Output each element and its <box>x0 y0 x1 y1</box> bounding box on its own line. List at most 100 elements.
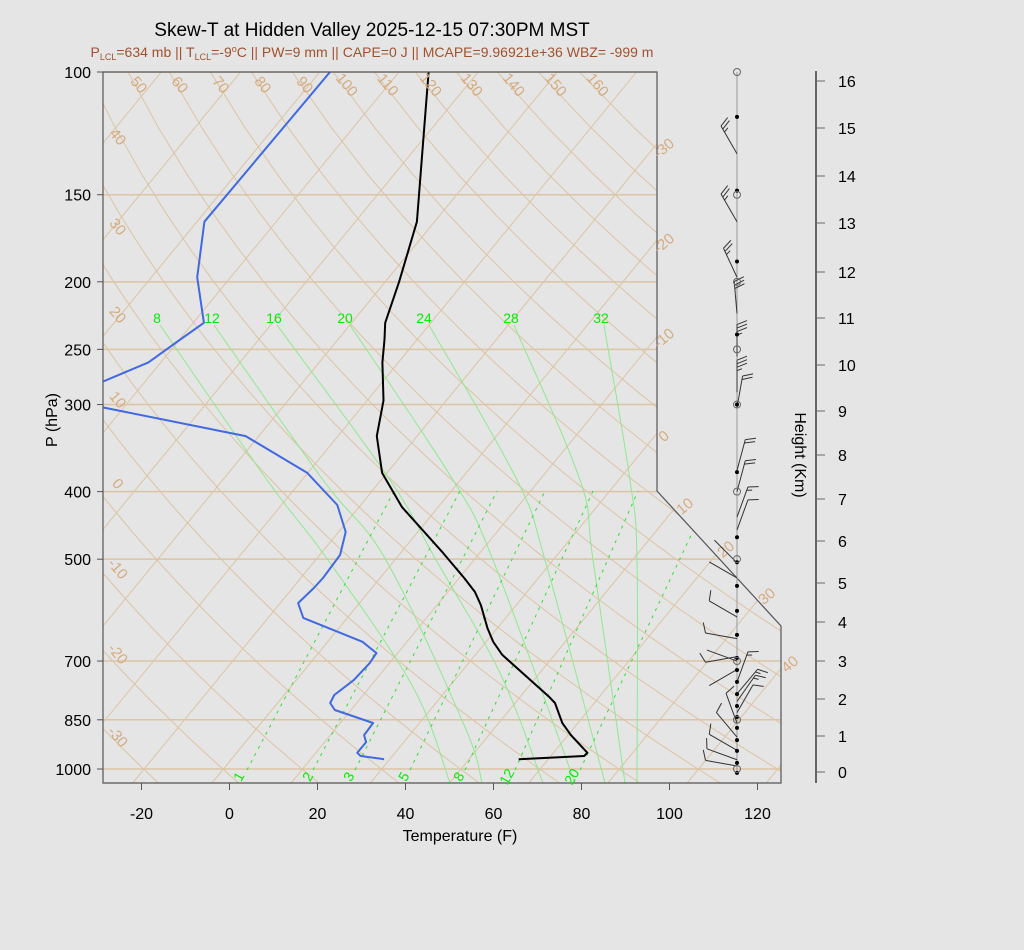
dry-adiabat-line <box>103 72 781 783</box>
mixing-ratio-label: 3 <box>340 769 358 784</box>
wind-barb-half <box>724 195 729 201</box>
plot-data <box>103 72 589 761</box>
mixing-ratio-line <box>514 490 639 771</box>
dry-adiabat-line <box>373 72 781 783</box>
wind-barb-staff <box>736 684 754 713</box>
dry-adiabat-line <box>103 72 646 783</box>
moist-adiabat-line <box>349 324 576 783</box>
height-tick-label: 3 <box>838 654 847 671</box>
wind-barb-full <box>752 684 764 687</box>
isotherm-label: 30 <box>755 585 779 609</box>
level-marker-filled <box>735 608 739 613</box>
level-marker-filled <box>735 535 739 540</box>
wind-barb-full <box>734 283 745 289</box>
dry-adiabat-label: 60 <box>168 73 192 97</box>
wind-barb-staff <box>716 712 738 738</box>
isotherm-line <box>607 72 781 783</box>
y-tick-label: 1000 <box>55 762 91 779</box>
height-tick-label: 1 <box>838 729 847 746</box>
isotherm-line <box>103 72 558 783</box>
y-tick-label: 100 <box>64 65 91 82</box>
wind-barb-staff <box>705 632 738 640</box>
y-tick-label: 400 <box>64 485 91 502</box>
dry-adiabat-label: 70 <box>209 73 233 97</box>
wind-barb-full <box>724 243 733 252</box>
plot-border <box>102 71 782 784</box>
moist-adiabat-line <box>603 324 638 783</box>
dry-adiabat-label: 20 <box>106 303 130 327</box>
moist-adiabat-line <box>159 324 451 783</box>
isotherm-label: -10 <box>650 325 678 352</box>
wind-barb-full <box>741 376 753 380</box>
dry-adiabat-line <box>103 72 244 783</box>
wind-barb-staff <box>733 281 738 314</box>
mixing-ratio-line <box>409 490 546 771</box>
temperature-profile-line <box>375 72 589 761</box>
wind-barb-staff <box>706 649 738 662</box>
chart-subtitle: PLCL=634 mb || TLCL=-9oC || PW=9 mm || C… <box>0 44 744 62</box>
height-tick-label: 14 <box>838 169 856 186</box>
dry-adiabat-line <box>250 72 781 783</box>
p-lcl-value: =634 mb || <box>116 44 187 60</box>
x-tick-label: 0 <box>225 806 234 823</box>
y-tick-label: 200 <box>64 275 91 292</box>
wind-barb-full <box>755 674 766 679</box>
y-tick-label: 850 <box>64 713 91 730</box>
y-tick-label: 300 <box>64 398 91 415</box>
height-tick-label: 2 <box>838 692 847 709</box>
y-tick-label: 250 <box>64 342 91 359</box>
moist-adiabat-label: 12 <box>204 310 220 326</box>
wind-barb-staff <box>736 486 749 518</box>
wind-barb-full <box>736 323 748 329</box>
level-marker-open <box>733 657 741 666</box>
wind-barb-staff <box>709 600 738 618</box>
y-tick-label: 150 <box>64 188 91 205</box>
wind-barb-staff <box>736 651 749 683</box>
level-marker-filled <box>735 725 739 730</box>
wind-barb-full <box>736 327 748 333</box>
p-lcl-subscript: LCL <box>99 52 117 62</box>
height-tick-label: 5 <box>838 576 847 593</box>
t-lcl-value: =-9 <box>211 44 232 60</box>
wind-barb-staff <box>736 668 758 695</box>
wind-barb-full <box>702 749 706 761</box>
wind-barb-half <box>724 127 729 133</box>
wind-barb-full <box>708 723 712 735</box>
wind-barb-full <box>744 441 756 444</box>
level-marker-open <box>733 765 741 773</box>
moist-adiabat-line <box>513 324 626 783</box>
level-marker-filled <box>735 703 739 708</box>
wind-barb-full <box>745 437 757 441</box>
level-marker-filled <box>735 738 739 743</box>
dry-adiabat-label: 0 <box>108 475 126 492</box>
x-tick-label: 120 <box>744 806 771 823</box>
dry-adiabat-line <box>0 72 82 787</box>
height-tick-label: 15 <box>838 121 856 138</box>
isotherm-label: 10 <box>673 495 697 519</box>
wind-barb-half <box>726 250 731 255</box>
isotherm-label: -30 <box>650 135 678 162</box>
level-marker-open <box>733 190 741 199</box>
wind-barb-full <box>699 652 706 663</box>
mixing-ratio-label: 2 <box>299 769 317 784</box>
wind-barb-full <box>734 279 745 286</box>
mixing-ratio-label: 12 <box>496 766 518 788</box>
level-marker-filled <box>735 402 739 407</box>
level-marker-filled <box>735 679 739 684</box>
wind-barb-full <box>745 458 757 462</box>
x-tick-label: 20 <box>309 806 327 823</box>
height-tick-label: 6 <box>838 534 847 551</box>
dry-adiabat-line <box>103 72 405 783</box>
wind-barb-staff <box>736 674 756 702</box>
isotherm-label: -20 <box>650 230 678 257</box>
moist-adiabat-label: 20 <box>337 310 353 326</box>
wind-barb-full <box>736 320 748 326</box>
level-marker-filled <box>735 259 739 264</box>
isotherm-line <box>103 72 637 783</box>
wind-barb-staff <box>709 561 738 579</box>
wind-barb-full <box>708 590 712 601</box>
wind-barb-full <box>722 188 730 198</box>
height-tick-label: 11 <box>838 311 855 328</box>
